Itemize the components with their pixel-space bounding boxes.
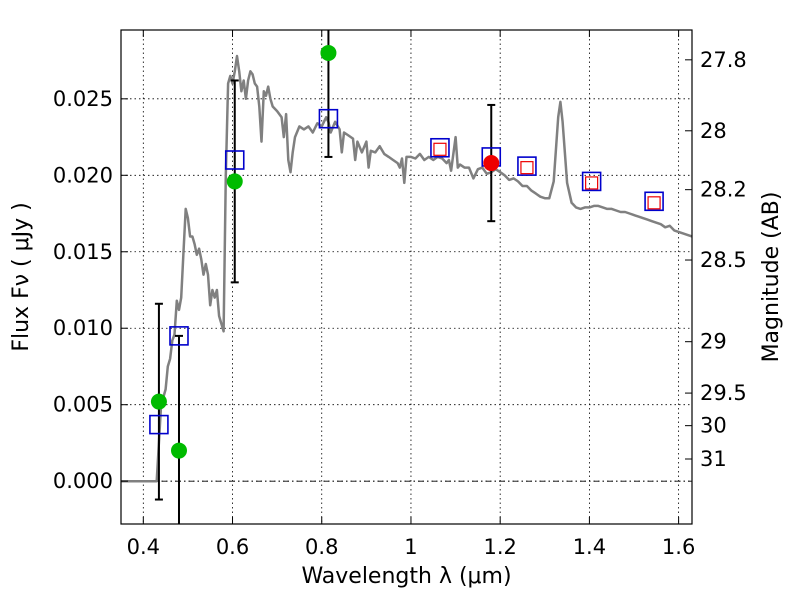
detection-point-green [170,442,187,459]
right-tick-label: 27.8 [700,48,747,72]
x-tick-label: 1.4 [573,535,606,559]
hst-photometry-square [520,161,534,175]
y-tick-label: 0.010 [53,316,113,340]
model-sed-line [121,54,692,483]
right-tick-label: 29 [700,330,727,354]
detection-point-green [320,44,337,61]
y-tick-label: 0.025 [53,87,113,111]
model-photometry-square [430,137,450,158]
model-photometry-square [517,156,537,176]
hst-photometry-square [647,196,661,210]
detection-point-red [483,155,500,172]
right-tick-label: 29.5 [700,381,747,405]
right-tick-label: 28.5 [700,248,747,272]
y-tick-label: 0.005 [53,393,113,417]
error-bar-group [154,30,496,524]
model-photometry-square [149,414,169,435]
y-axis-label: Flux Fν ( μJy ) [9,202,34,351]
grid-lines [121,30,692,524]
x-tick-label: 0.6 [216,535,249,559]
plot-frame [120,29,693,525]
y-tick-label: 0.000 [53,469,113,493]
model-photometry-square [224,150,245,170]
x-tick-label: 0.8 [305,535,338,559]
hst-photometry-square [433,142,447,156]
tick-group: 0.4 0.6 0.8 1 1.2 1.4 1.6 0.000 0.005 0.010 0.015 0… [53,30,747,559]
y-tick-label: 0.020 [53,163,113,187]
right-tick-label: 30 [700,414,727,438]
right-axis-label: Magnitude (AB) [759,192,784,363]
model-sed-group [121,54,692,483]
right-tick-label: 28.2 [700,178,747,202]
model-photometry-square [581,171,602,192]
x-tick-label: 1 [404,535,417,559]
model-photometry-square [644,191,664,212]
x-tick-label: 1.6 [662,535,695,559]
detection-point-green [226,173,243,190]
marker-group [149,44,664,459]
hst-photometry-square [585,176,599,190]
model-photometry-square [318,108,339,129]
detection-point-green [150,393,167,410]
right-tick-label: 31 [700,447,727,471]
right-tick-label: 28 [700,119,727,143]
model-photometry-square [169,326,189,346]
x-tick-label: 1.2 [483,535,516,559]
x-tick-label: 0.4 [127,535,160,559]
y-tick-label: 0.015 [53,240,113,264]
x-axis-label: Wavelength λ (μm) [301,564,511,589]
